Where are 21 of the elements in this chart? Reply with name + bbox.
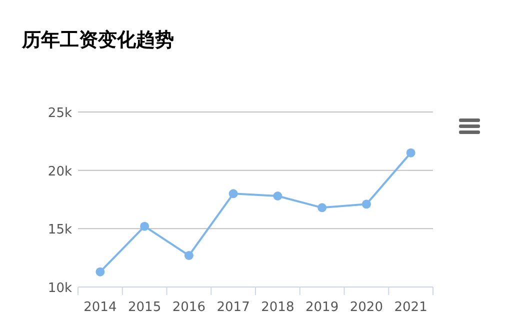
point (273, 192, 282, 200)
point (96, 267, 105, 276)
x-tick-label: 2018 (261, 300, 294, 315)
point (318, 203, 327, 212)
chart-title: 历年工资变化趋势 (21, 29, 174, 51)
x-tick-label: 2020 (350, 300, 383, 315)
point (184, 251, 194, 260)
x-tick-label: 2019 (306, 300, 339, 315)
y-tick-label: 20k (48, 164, 72, 180)
x-tick-label: 2015 (128, 300, 162, 315)
point (228, 189, 238, 198)
point (406, 148, 416, 158)
y-tick-label: 10k (48, 281, 72, 296)
x-tick-label: 2021 (394, 300, 428, 315)
y-tick-label: 25k (48, 106, 72, 121)
x-tick-label: 2016 (172, 300, 206, 315)
point (140, 222, 150, 231)
point (362, 200, 371, 209)
x-tick-label: 2017 (216, 300, 250, 315)
y-tick-label: 15k (48, 222, 72, 238)
x-tick-label: 2014 (84, 300, 117, 315)
